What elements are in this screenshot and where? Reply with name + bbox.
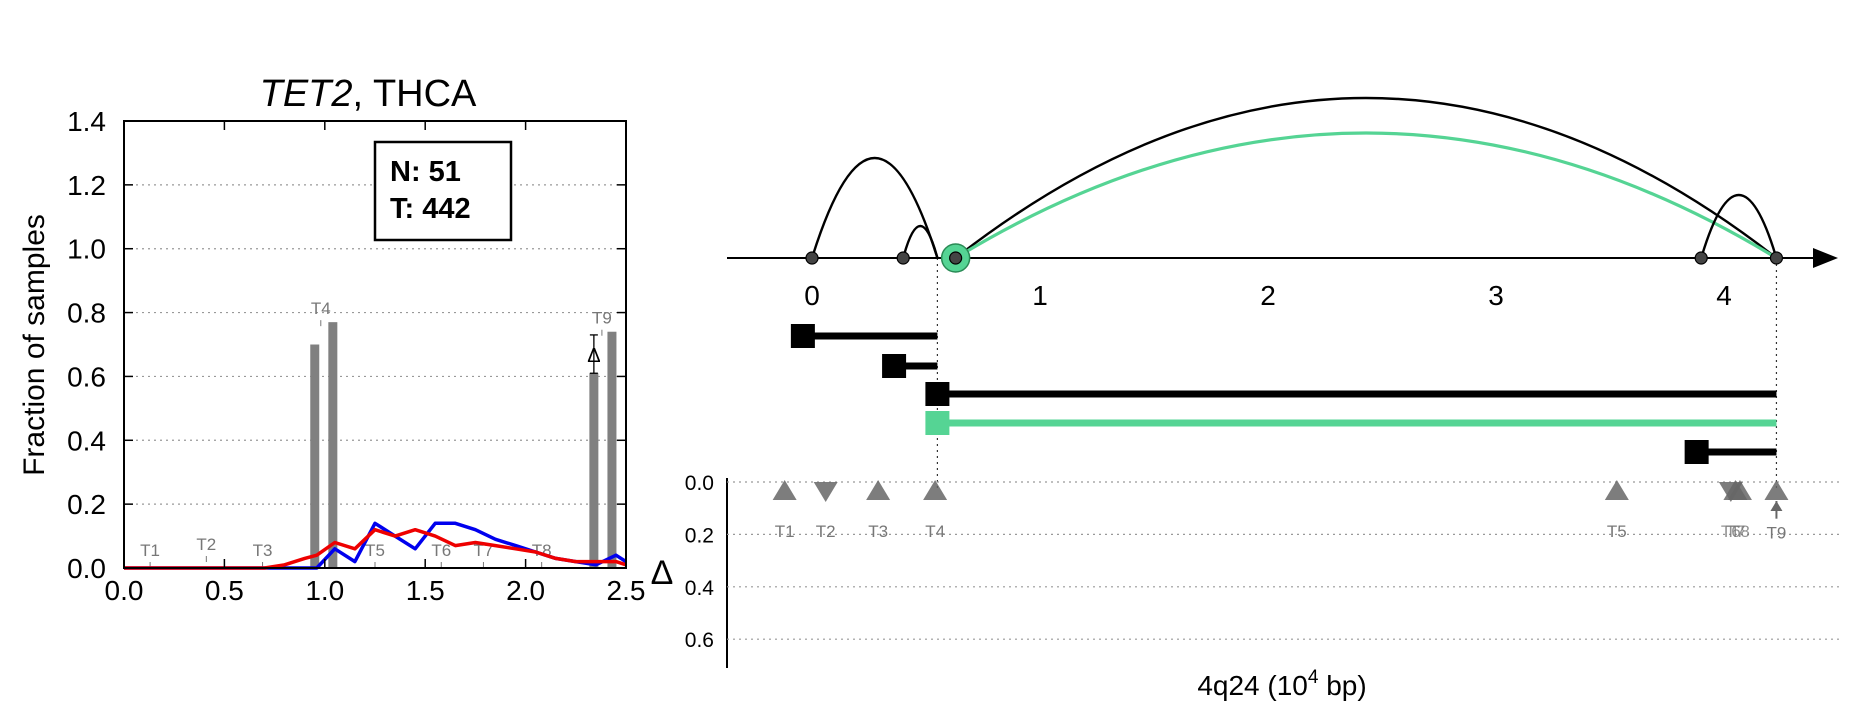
counts-box-frame	[373, 140, 513, 242]
splice-sites	[805, 243, 1784, 273]
delta-marker-label: T1	[775, 522, 795, 541]
delta-tick-label: 0.2	[685, 524, 714, 547]
delta-axis: 0.0 0.2 0.4 0.6	[685, 472, 1840, 668]
transcript-start-square	[790, 324, 815, 348]
left-y-tick-label: 0.0	[67, 553, 106, 584]
genomic-x-tick-label: 1	[1032, 280, 1048, 311]
transcript-segments	[790, 324, 1777, 464]
delta-tick-label: 0.0	[685, 472, 714, 495]
delta-marker-label: T8	[1730, 522, 1750, 541]
delta-marker-label: T2	[816, 522, 836, 541]
left-plot-frame	[123, 120, 627, 569]
transcript-start-square	[925, 382, 950, 406]
left-x-ticks: 0.0 0.5 1.0 1.5 2.0 2.5	[105, 121, 646, 606]
delta-marker-up-icon	[1604, 480, 1629, 500]
splice-site	[1769, 251, 1784, 265]
left-title: TET2, THCA	[260, 73, 477, 115]
splice-arc	[1700, 194, 1778, 259]
left-transcript-label: T5	[365, 541, 385, 560]
right-x-axis-label: 4q24 (104 bp)	[1197, 667, 1366, 701]
x-axis-label-unit: bp)	[1318, 670, 1366, 701]
genomic-x-tick-label: 0	[804, 280, 820, 311]
left-transcript-label: T6	[431, 541, 451, 560]
splice-arc	[954, 131, 1778, 260]
left-y-tick-label: 1.4	[67, 106, 106, 137]
delta-marker-up-icon	[1764, 480, 1789, 500]
tumor-count: T: 442	[390, 193, 471, 225]
delta-arrow-head-icon	[1770, 501, 1783, 511]
delta-tick-label: 0.4	[685, 577, 715, 600]
dotted-guides	[936, 258, 1778, 490]
delta-marker-up-icon	[866, 480, 891, 500]
x-axis-label-exponent: 4	[1308, 667, 1319, 688]
left-y-tick-label: 0.2	[67, 489, 106, 520]
axis-arrow-icon	[1813, 248, 1838, 268]
left-y-tick-label: 1.0	[67, 234, 106, 265]
delta-marker-label: T9	[1767, 524, 1787, 543]
delta-axis-label: Δ	[651, 554, 674, 592]
left-bars	[310, 322, 617, 568]
left-x-tick-label: 2.0	[506, 575, 545, 606]
transcript-start-square	[925, 411, 950, 435]
genomic-x-tick-label: 4	[1716, 280, 1732, 311]
left-y-tick-label: 0.6	[67, 361, 106, 392]
delta-marker-up-icon	[923, 480, 948, 500]
splice-site	[949, 251, 963, 265]
splice-arc	[810, 156, 939, 259]
delta-marker-label: T4	[925, 522, 945, 541]
splice-arc	[902, 224, 939, 259]
left-delta-annotation: Δ	[587, 334, 601, 374]
left-y-ticks: 0.0 0.2 0.4 0.6 0.8 1.0 1.2 1.4	[67, 106, 626, 584]
left-x-tick-label: 1.0	[305, 575, 344, 606]
left-transcript-label: T1	[140, 541, 160, 560]
left-transcript-label: T9	[592, 309, 612, 328]
delta-marker-up-icon	[1727, 480, 1752, 500]
left-bar	[310, 344, 320, 568]
left-transcript-label: T2	[196, 535, 216, 554]
counts-box: N: 51 T: 442	[373, 140, 513, 242]
delta-marker-down-icon	[813, 482, 838, 502]
delta-marker-up-icon	[772, 480, 797, 500]
genomic-x-tick-label: 2	[1260, 280, 1276, 311]
left-y-tick-label: 0.4	[67, 425, 106, 456]
left-y-tick-label: 1.2	[67, 170, 106, 201]
cancer-type: , THCA	[353, 73, 478, 115]
splice-site	[1694, 251, 1708, 265]
left-y-tick-label: 0.8	[67, 298, 106, 329]
normal-count: N: 51	[390, 156, 461, 188]
left-bar	[328, 322, 338, 568]
left-x-tick-label: 0.0	[105, 575, 144, 606]
left-x-tick-label: 1.5	[406, 575, 445, 606]
left-bar	[589, 373, 599, 568]
delta-marker-label: T3	[868, 522, 888, 541]
left-transcript-label: T3	[253, 541, 273, 560]
left-bar	[607, 331, 617, 568]
genomic-axis	[727, 248, 1838, 268]
left-delta-label: Δ	[587, 345, 600, 367]
transcript-start-square	[1684, 440, 1709, 464]
genomic-x-tick-label: 3	[1488, 280, 1504, 311]
gene-name: TET2	[260, 73, 353, 115]
splice-site	[805, 251, 819, 265]
splice-arcs	[810, 96, 1778, 260]
left-y-axis-label: Fraction of samples	[18, 214, 51, 476]
delta-tick-label: 0.6	[685, 629, 714, 652]
left-x-tick-label: 0.5	[205, 575, 244, 606]
left-x-tick-label: 2.5	[607, 575, 646, 606]
delta-marker-label: T7	[1725, 522, 1745, 541]
transcript-start-square	[882, 354, 907, 378]
left-transcript-label: T4	[311, 299, 331, 318]
delta-marker-label: T6	[1721, 522, 1741, 541]
splice-site	[896, 251, 910, 265]
delta-marker-label: T5	[1607, 522, 1627, 541]
genomic-x-ticks: 0 1 2 3 4	[804, 280, 1732, 311]
splice-arc	[954, 96, 1778, 259]
x-axis-label-main: 4q24 (10	[1197, 670, 1308, 701]
